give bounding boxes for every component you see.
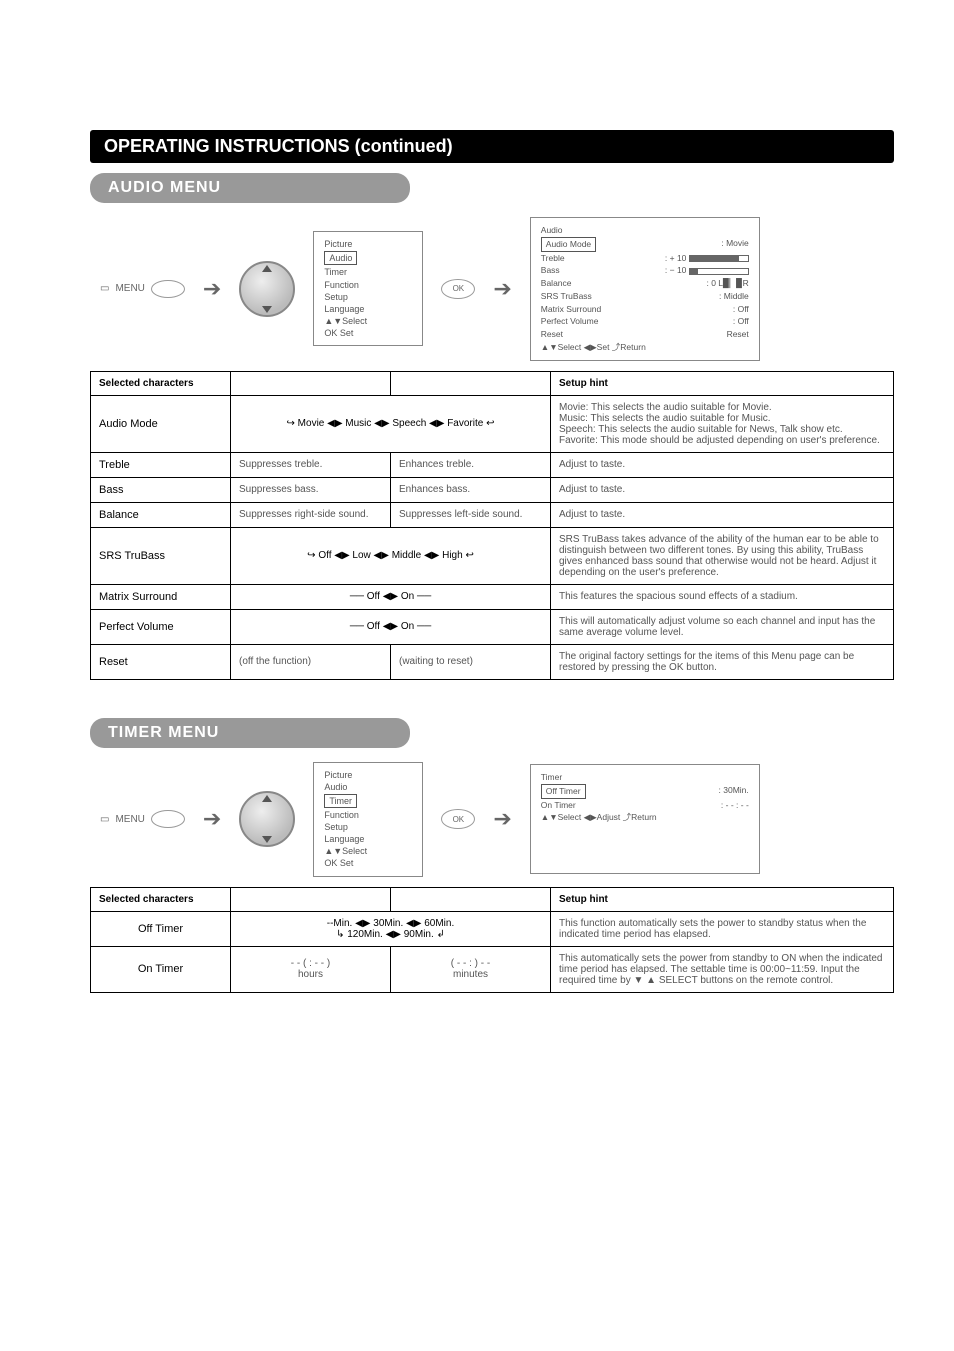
section-audio-heading: AUDIO MENU	[90, 173, 410, 203]
menu-oval	[151, 810, 185, 828]
table-row: Reset (off the function) (waiting to res…	[91, 644, 894, 679]
table-row: Bass Suppresses bass. Enhances bass. Adj…	[91, 477, 894, 502]
col-selected: Selected characters	[91, 371, 231, 395]
menu-oval	[151, 280, 185, 298]
table-row: Matrix Surround ── Off ◀▶ On ── This fea…	[91, 584, 894, 609]
menu-button-2[interactable]: ▭ MENU	[100, 810, 185, 828]
osd-main-menu-2: Picture Audio Timer Function Setup Langu…	[313, 762, 423, 877]
audio-table: Selected characters Setup hint Audio Mod…	[90, 371, 894, 680]
arrow-icon: ➔	[203, 276, 221, 302]
ok-button-2[interactable]: OK	[441, 809, 475, 829]
osd-audio-menu: Audio Audio Mode: Movie Treble: + 10 Bas…	[530, 217, 760, 361]
col-hint: Setup hint	[551, 887, 894, 911]
timer-table: Selected characters Setup hint Off Timer…	[90, 887, 894, 993]
ok-button[interactable]: OK	[441, 279, 475, 299]
menu-label: MENU	[115, 283, 144, 294]
osd-main-menu: Picture Audio Timer Function Setup Langu…	[313, 231, 423, 346]
col-hint: Setup hint	[551, 371, 894, 395]
page-title: OPERATING INSTRUCTIONS (continued)	[90, 130, 894, 163]
table-row: Balance Suppresses right-side sound. Sup…	[91, 502, 894, 527]
menu-button[interactable]: ▭ MENU	[100, 280, 185, 298]
table-row: Treble Suppresses treble. Enhances trebl…	[91, 452, 894, 477]
col-selected: Selected characters	[91, 887, 231, 911]
col-left	[231, 371, 391, 395]
menu-icon: ▭	[100, 814, 109, 825]
table-row: Off Timer --Min. ◀▶ 30Min. ◀▶ 60Min. ↳ 1…	[91, 911, 894, 946]
section-timer-heading: TIMER MENU	[90, 718, 410, 748]
osd-timer-menu: Timer Off Timer: 30Min. On Timer: - - : …	[530, 764, 760, 874]
dpad[interactable]	[239, 261, 295, 317]
table-row: On Timer - - ( : - - ) hours ( - - : ) -…	[91, 946, 894, 992]
timer-flow: ▭ MENU ➔ Picture Audio Timer Function Se…	[100, 762, 894, 877]
menu-icon: ▭	[100, 283, 109, 294]
table-row: SRS TruBass ↪ Off ◀▶ Low ◀▶ Middle ◀▶ Hi…	[91, 527, 894, 584]
table-row: Audio Mode ↪ Movie ◀▶ Music ◀▶ Speech ◀▶…	[91, 395, 894, 452]
table-row: Perfect Volume ── Off ◀▶ On ── This will…	[91, 609, 894, 644]
dpad-2[interactable]	[239, 791, 295, 847]
col-right	[391, 371, 551, 395]
audio-flow: ▭ MENU ➔ Picture Audio Timer Function Se…	[100, 217, 894, 361]
arrow-icon: ➔	[203, 806, 221, 832]
arrow-icon-2: ➔	[493, 806, 511, 832]
arrow-icon-2: ➔	[493, 276, 511, 302]
menu-label: MENU	[115, 814, 144, 825]
